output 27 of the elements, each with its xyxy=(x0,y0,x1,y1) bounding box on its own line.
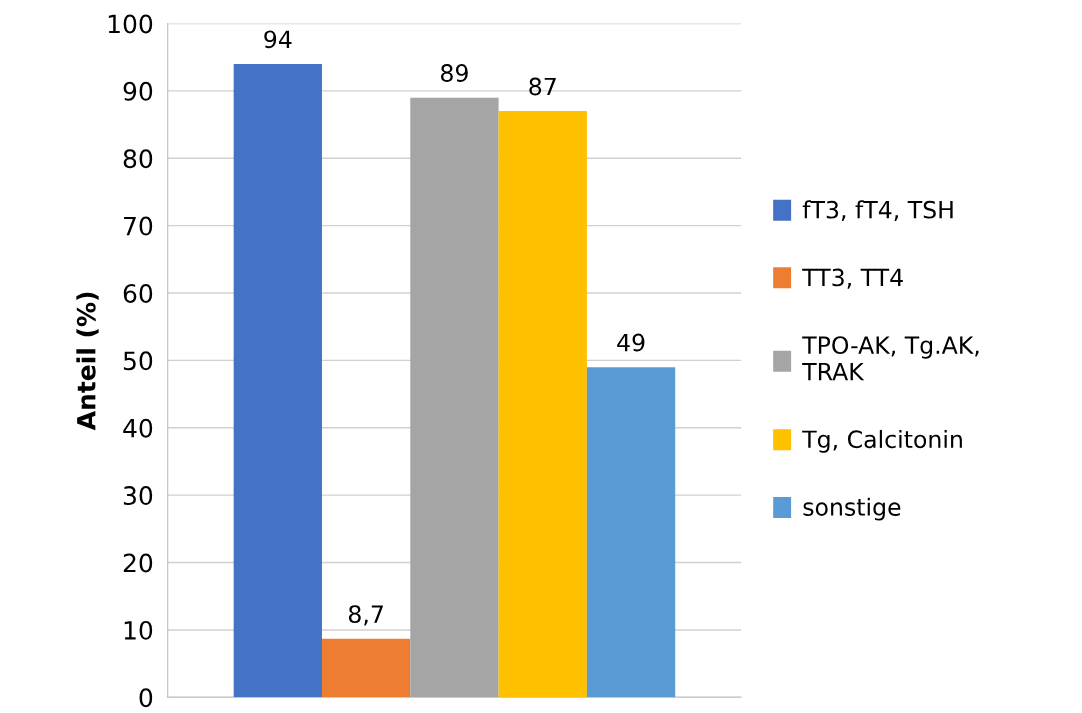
data-label: 87 xyxy=(529,77,556,96)
legend-label: TT3, TT4 xyxy=(802,268,903,289)
bar xyxy=(586,367,676,698)
y-axis-title: Anteil (%) xyxy=(76,292,99,431)
legend-label: Tg, Calcitonin xyxy=(802,429,962,453)
bar xyxy=(321,638,411,698)
data-label: 89 xyxy=(441,64,468,82)
legend-label: fT3, fT4, TSH xyxy=(802,200,953,222)
bar xyxy=(410,97,499,698)
y-tick-label: 60 xyxy=(123,283,153,303)
legend-label: sonstige xyxy=(803,497,901,521)
bar xyxy=(233,63,322,698)
y-tick-label: 90 xyxy=(123,81,153,101)
data-label: 94 xyxy=(264,30,292,49)
y-tick-label: 100 xyxy=(108,14,153,34)
y-tick-label: 40 xyxy=(123,418,153,438)
bar xyxy=(498,111,587,698)
y-tick-label: 80 xyxy=(123,149,153,169)
data-label: 49 xyxy=(617,333,645,352)
y-tick-label: 20 xyxy=(123,553,153,573)
legend-label: TPO-AK, Tg.AK, TRAK xyxy=(802,336,979,381)
y-tick-label: 10 xyxy=(124,620,153,640)
data-label: 8,7 xyxy=(348,605,383,626)
y-tick-label: 50 xyxy=(123,351,153,371)
y-tick-label: 70 xyxy=(124,216,153,236)
y-tick-label: 30 xyxy=(123,486,153,506)
y-tick-label: 0 xyxy=(139,688,153,708)
